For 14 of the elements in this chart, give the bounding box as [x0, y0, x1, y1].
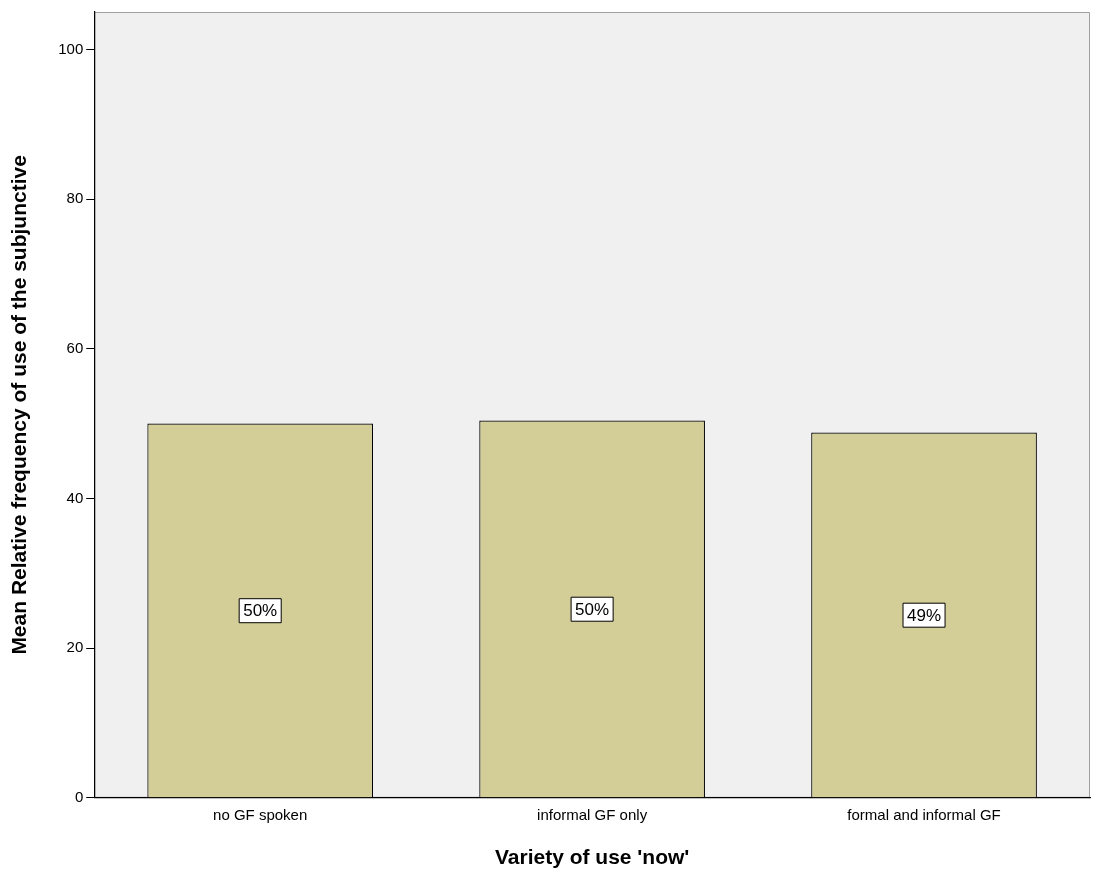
data-label: 49% — [907, 605, 942, 625]
y-tick-label: 100 — [58, 39, 84, 57]
y-tick-label: 40 — [66, 488, 84, 506]
y-axis-title: Mean Relative frequency of use of the subjunctive — [7, 155, 31, 655]
data-label: 50% — [243, 601, 278, 621]
y-tick-label: 20 — [66, 638, 84, 656]
y-tick-label: 0 — [74, 787, 84, 805]
x-tick-label: formal and informal GF — [847, 805, 1001, 823]
x-tick-label: informal GF only — [537, 805, 648, 823]
x-axis-title: Variety of use 'now' — [494, 845, 690, 869]
y-tick-label: 80 — [66, 189, 84, 207]
y-tick-label: 60 — [66, 338, 84, 356]
data-label: 50% — [575, 599, 610, 619]
x-tick-label: no GF spoken — [213, 805, 308, 823]
